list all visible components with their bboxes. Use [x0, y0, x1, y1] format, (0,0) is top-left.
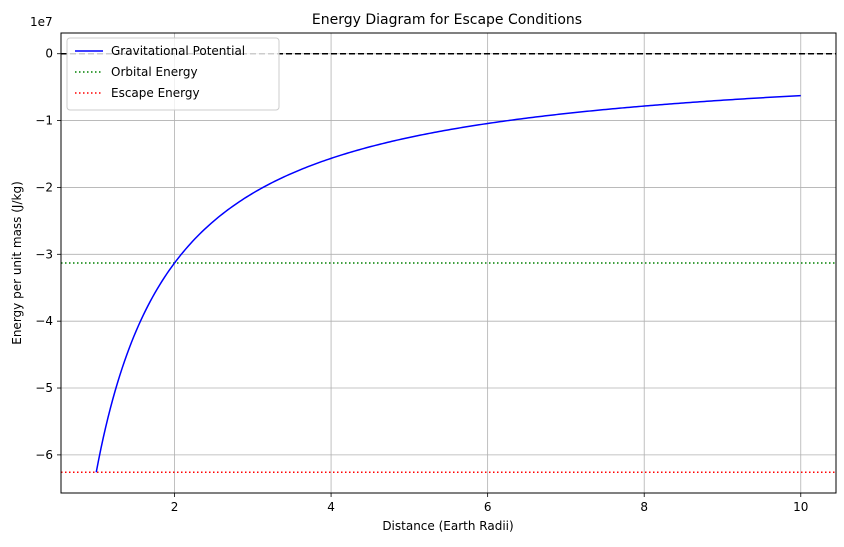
y-tick-label: −3 [35, 247, 53, 261]
reference-lines [61, 52, 836, 474]
x-axis-ticks: 2 4 6 8 10 [171, 493, 808, 514]
x-tick-label: 8 [640, 500, 648, 514]
y-tick-label: −4 [35, 314, 53, 328]
y-axis-label: Energy per unit mass (J/kg) [10, 181, 24, 345]
x-tick-label: 2 [171, 500, 179, 514]
x-tick-label: 4 [327, 500, 335, 514]
x-tick-label: 10 [793, 500, 808, 514]
legend-label: Escape Energy [111, 86, 200, 100]
y-tick-label: −5 [35, 381, 53, 395]
chart-title: Energy Diagram for Escape Conditions [312, 12, 582, 28]
y-offset-text: 1e7 [30, 15, 53, 29]
y-tick-label: −6 [35, 448, 53, 462]
y-tick-label: −2 [35, 180, 53, 194]
legend-label: Gravitational Potential [111, 44, 245, 58]
series-curves [95, 94, 801, 473]
legend-label: Orbital Energy [111, 65, 198, 79]
x-tick-label: 6 [484, 500, 492, 514]
legend: Gravitational Potential Orbital Energy Esc… [66, 37, 280, 111]
gravitational-potential-curve [95, 94, 801, 473]
y-tick-label: −1 [35, 114, 53, 128]
plot-frame [60, 32, 837, 494]
legend-box [66, 37, 280, 111]
x-axis-label: Distance (Earth Radii) [382, 519, 513, 533]
y-tick-label: 0 [45, 47, 53, 61]
y-axis-ticks: 0 −1 −2 −3 −4 −5 −6 [35, 47, 61, 462]
